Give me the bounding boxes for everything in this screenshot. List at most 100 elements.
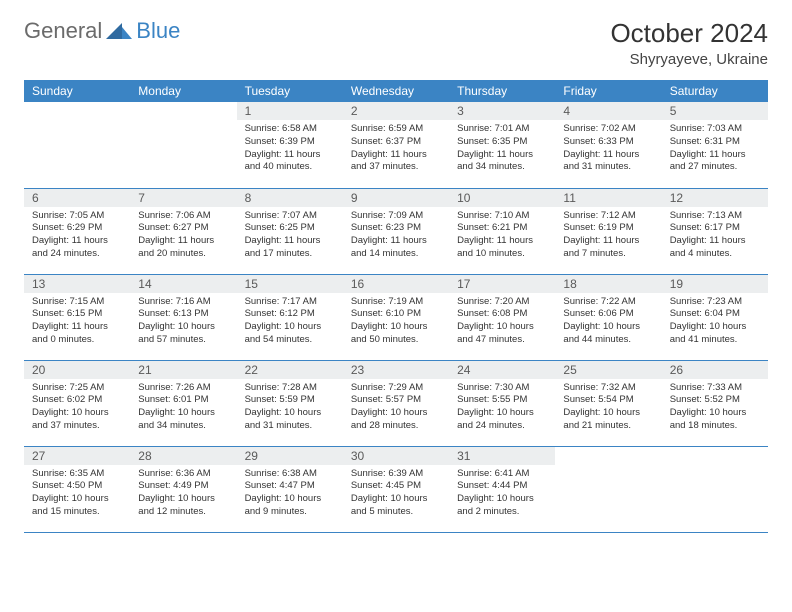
day-details: Sunrise: 7:07 AMSunset: 6:25 PMDaylight:…	[237, 207, 343, 265]
calendar-week-row: 6Sunrise: 7:05 AMSunset: 6:29 PMDaylight…	[24, 188, 768, 274]
day-number: 1	[237, 102, 343, 120]
calendar-day-cell: 16Sunrise: 7:19 AMSunset: 6:10 PMDayligh…	[343, 274, 449, 360]
day-number: 13	[24, 275, 130, 293]
day-details: Sunrise: 7:16 AMSunset: 6:13 PMDaylight:…	[130, 293, 236, 351]
day-number: 27	[24, 447, 130, 465]
day-number: 29	[237, 447, 343, 465]
calendar-day-cell: 13Sunrise: 7:15 AMSunset: 6:15 PMDayligh…	[24, 274, 130, 360]
day-number: 10	[449, 189, 555, 207]
calendar-day-cell: 23Sunrise: 7:29 AMSunset: 5:57 PMDayligh…	[343, 360, 449, 446]
calendar-day-cell: 2Sunrise: 6:59 AMSunset: 6:37 PMDaylight…	[343, 102, 449, 188]
day-number: 23	[343, 361, 449, 379]
day-details: Sunrise: 7:28 AMSunset: 5:59 PMDaylight:…	[237, 379, 343, 437]
logo-mark-icon	[106, 21, 132, 41]
calendar-day-cell	[555, 446, 661, 532]
day-details: Sunrise: 7:23 AMSunset: 6:04 PMDaylight:…	[662, 293, 768, 351]
day-details: Sunrise: 6:38 AMSunset: 4:47 PMDaylight:…	[237, 465, 343, 523]
day-number: 18	[555, 275, 661, 293]
weekday-header: Tuesday	[237, 80, 343, 102]
day-details: Sunrise: 7:20 AMSunset: 6:08 PMDaylight:…	[449, 293, 555, 351]
day-details: Sunrise: 7:33 AMSunset: 5:52 PMDaylight:…	[662, 379, 768, 437]
day-details: Sunrise: 7:15 AMSunset: 6:15 PMDaylight:…	[24, 293, 130, 351]
calendar-day-cell: 14Sunrise: 7:16 AMSunset: 6:13 PMDayligh…	[130, 274, 236, 360]
calendar-day-cell: 3Sunrise: 7:01 AMSunset: 6:35 PMDaylight…	[449, 102, 555, 188]
calendar-day-cell: 4Sunrise: 7:02 AMSunset: 6:33 PMDaylight…	[555, 102, 661, 188]
day-number: 22	[237, 361, 343, 379]
calendar-day-cell: 26Sunrise: 7:33 AMSunset: 5:52 PMDayligh…	[662, 360, 768, 446]
calendar-week-row: 1Sunrise: 6:58 AMSunset: 6:39 PMDaylight…	[24, 102, 768, 188]
day-details: Sunrise: 6:41 AMSunset: 4:44 PMDaylight:…	[449, 465, 555, 523]
day-number: 24	[449, 361, 555, 379]
day-details: Sunrise: 7:10 AMSunset: 6:21 PMDaylight:…	[449, 207, 555, 265]
day-number: 17	[449, 275, 555, 293]
calendar-day-cell: 28Sunrise: 6:36 AMSunset: 4:49 PMDayligh…	[130, 446, 236, 532]
day-number: 28	[130, 447, 236, 465]
day-number: 3	[449, 102, 555, 120]
day-details: Sunrise: 7:09 AMSunset: 6:23 PMDaylight:…	[343, 207, 449, 265]
day-number: 19	[662, 275, 768, 293]
calendar-day-cell: 5Sunrise: 7:03 AMSunset: 6:31 PMDaylight…	[662, 102, 768, 188]
day-number: 5	[662, 102, 768, 120]
day-number: 26	[662, 361, 768, 379]
day-number: 16	[343, 275, 449, 293]
calendar-day-cell: 17Sunrise: 7:20 AMSunset: 6:08 PMDayligh…	[449, 274, 555, 360]
weekday-header: Sunday	[24, 80, 130, 102]
weekday-header: Monday	[130, 80, 236, 102]
weekday-header: Thursday	[449, 80, 555, 102]
month-year-title: October 2024	[610, 18, 768, 49]
day-details: Sunrise: 7:25 AMSunset: 6:02 PMDaylight:…	[24, 379, 130, 437]
calendar-day-cell	[130, 102, 236, 188]
day-details: Sunrise: 7:01 AMSunset: 6:35 PMDaylight:…	[449, 120, 555, 178]
weekday-header: Friday	[555, 80, 661, 102]
day-details: Sunrise: 7:03 AMSunset: 6:31 PMDaylight:…	[662, 120, 768, 178]
day-details: Sunrise: 7:26 AMSunset: 6:01 PMDaylight:…	[130, 379, 236, 437]
calendar-day-cell: 9Sunrise: 7:09 AMSunset: 6:23 PMDaylight…	[343, 188, 449, 274]
page-header: General Blue October 2024 Shyryayeve, Uk…	[24, 18, 768, 68]
day-number: 25	[555, 361, 661, 379]
day-details: Sunrise: 7:30 AMSunset: 5:55 PMDaylight:…	[449, 379, 555, 437]
day-number: 15	[237, 275, 343, 293]
day-number: 8	[237, 189, 343, 207]
calendar-day-cell: 7Sunrise: 7:06 AMSunset: 6:27 PMDaylight…	[130, 188, 236, 274]
day-details: Sunrise: 7:17 AMSunset: 6:12 PMDaylight:…	[237, 293, 343, 351]
day-details: Sunrise: 7:02 AMSunset: 6:33 PMDaylight:…	[555, 120, 661, 178]
weekday-header: Wednesday	[343, 80, 449, 102]
day-details: Sunrise: 6:35 AMSunset: 4:50 PMDaylight:…	[24, 465, 130, 523]
day-details: Sunrise: 7:05 AMSunset: 6:29 PMDaylight:…	[24, 207, 130, 265]
day-number: 30	[343, 447, 449, 465]
day-number: 31	[449, 447, 555, 465]
calendar-day-cell: 21Sunrise: 7:26 AMSunset: 6:01 PMDayligh…	[130, 360, 236, 446]
day-details: Sunrise: 7:06 AMSunset: 6:27 PMDaylight:…	[130, 207, 236, 265]
day-details: Sunrise: 7:12 AMSunset: 6:19 PMDaylight:…	[555, 207, 661, 265]
calendar-week-row: 27Sunrise: 6:35 AMSunset: 4:50 PMDayligh…	[24, 446, 768, 532]
weekday-header: Saturday	[662, 80, 768, 102]
logo-text-general: General	[24, 18, 102, 44]
calendar-day-cell: 11Sunrise: 7:12 AMSunset: 6:19 PMDayligh…	[555, 188, 661, 274]
calendar-day-cell: 15Sunrise: 7:17 AMSunset: 6:12 PMDayligh…	[237, 274, 343, 360]
day-number: 14	[130, 275, 236, 293]
day-details: Sunrise: 7:13 AMSunset: 6:17 PMDaylight:…	[662, 207, 768, 265]
day-number: 6	[24, 189, 130, 207]
day-details: Sunrise: 7:29 AMSunset: 5:57 PMDaylight:…	[343, 379, 449, 437]
calendar-day-cell: 1Sunrise: 6:58 AMSunset: 6:39 PMDaylight…	[237, 102, 343, 188]
calendar-day-cell: 29Sunrise: 6:38 AMSunset: 4:47 PMDayligh…	[237, 446, 343, 532]
calendar-day-cell: 12Sunrise: 7:13 AMSunset: 6:17 PMDayligh…	[662, 188, 768, 274]
calendar-week-row: 13Sunrise: 7:15 AMSunset: 6:15 PMDayligh…	[24, 274, 768, 360]
day-details: Sunrise: 6:59 AMSunset: 6:37 PMDaylight:…	[343, 120, 449, 178]
day-number: 12	[662, 189, 768, 207]
day-number: 20	[24, 361, 130, 379]
calendar-day-cell: 31Sunrise: 6:41 AMSunset: 4:44 PMDayligh…	[449, 446, 555, 532]
calendar-body: 1Sunrise: 6:58 AMSunset: 6:39 PMDaylight…	[24, 102, 768, 532]
day-details: Sunrise: 7:22 AMSunset: 6:06 PMDaylight:…	[555, 293, 661, 351]
calendar-day-cell: 10Sunrise: 7:10 AMSunset: 6:21 PMDayligh…	[449, 188, 555, 274]
location-subtitle: Shyryayeve, Ukraine	[610, 51, 768, 68]
day-number: 11	[555, 189, 661, 207]
title-block: October 2024 Shyryayeve, Ukraine	[610, 18, 768, 68]
calendar-table: SundayMondayTuesdayWednesdayThursdayFrid…	[24, 80, 768, 533]
day-details: Sunrise: 6:58 AMSunset: 6:39 PMDaylight:…	[237, 120, 343, 178]
calendar-day-cell: 27Sunrise: 6:35 AMSunset: 4:50 PMDayligh…	[24, 446, 130, 532]
day-number: 9	[343, 189, 449, 207]
day-details: Sunrise: 7:32 AMSunset: 5:54 PMDaylight:…	[555, 379, 661, 437]
calendar-day-cell: 6Sunrise: 7:05 AMSunset: 6:29 PMDaylight…	[24, 188, 130, 274]
calendar-day-cell	[24, 102, 130, 188]
